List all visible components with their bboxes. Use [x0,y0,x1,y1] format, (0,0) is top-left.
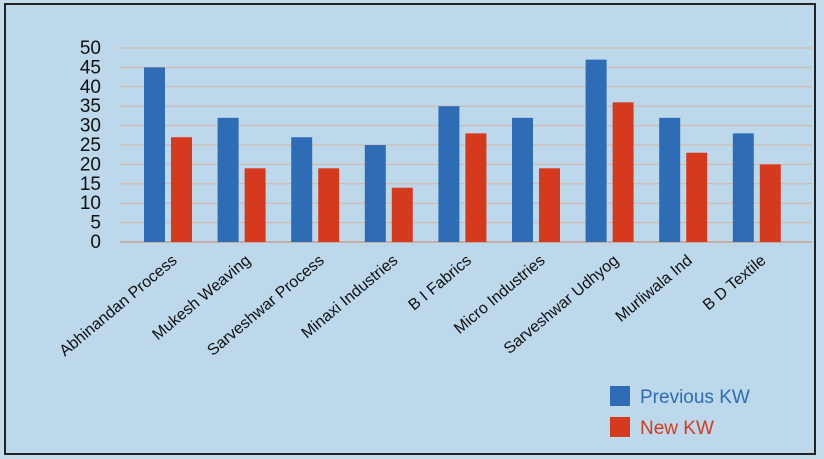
x-category-label: Murliwala Ind [613,252,696,326]
legend-swatch [610,386,630,406]
bar-new-kw [612,102,634,242]
bar-new-kw [244,168,266,242]
legend-label: New KW [640,418,714,439]
bar-previous-kw [732,133,754,242]
bar-previous-kw [144,67,165,243]
x-category-label: B D Textile [700,252,769,314]
bar-new-kw [318,168,340,242]
y-tick-label: 0 [90,232,101,253]
bars [144,59,781,243]
y-tick-label: 40 [80,77,101,98]
y-tick-label: 20 [80,154,101,175]
x-category-label: B I Fabrics [405,252,475,314]
bar-new-kw [465,133,487,242]
bar-previous-kw [512,117,533,242]
y-tick-label: 35 [80,96,101,117]
bar-new-kw [539,168,560,242]
x-category-label: Abhinandan Process [57,252,181,360]
y-tick-label: 15 [80,174,101,195]
bar-previous-kw [364,145,386,242]
legend-label: Previous KW [640,387,750,408]
bar-new-kw [171,137,192,242]
y-tick-label: 50 [80,38,101,59]
y-tick-label: 30 [80,116,101,137]
bar-previous-kw [217,117,239,242]
bar-new-kw [391,187,413,242]
bar-previous-kw [438,106,460,242]
legend-swatch [610,417,630,437]
y-tick-label: 45 [80,57,101,78]
bar-previous-kw [659,117,681,242]
bar-new-kw [759,164,781,242]
y-tick-label: 10 [80,193,101,214]
bar-new-kw [686,152,708,242]
legend: Previous KW New KW [610,386,750,439]
bar-previous-kw [585,59,607,242]
bar-previous-kw [291,137,313,242]
y-tick-label: 25 [80,135,101,156]
y-tick-label: 5 [90,213,101,234]
